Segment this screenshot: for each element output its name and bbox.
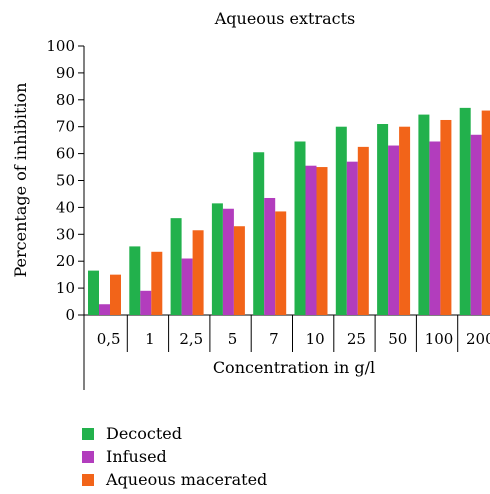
bar-aqueous-macerated	[316, 167, 328, 315]
y-tick-label: 100	[46, 37, 75, 55]
bar-aqueous-macerated	[481, 110, 490, 315]
x-tick-label: 25	[347, 330, 366, 348]
bar-infused	[99, 304, 110, 315]
legend-item-infused: Infused	[82, 445, 267, 468]
bar-decocted	[170, 218, 182, 315]
bar-decocted	[129, 246, 141, 315]
chart-title: Aqueous extracts	[214, 9, 356, 28]
bar-decocted	[88, 270, 99, 315]
x-tick-label: 200	[466, 330, 490, 348]
legend-swatch-decocted	[82, 427, 94, 440]
y-tick-label: 10	[56, 279, 75, 297]
bar-decocted	[418, 114, 430, 315]
bar-infused	[305, 165, 317, 315]
y-tick-label: 50	[56, 172, 75, 190]
bar-infused	[470, 134, 482, 315]
x-axis: 0,5 1 2,5 5 7 10 25 50 100 200	[83, 314, 490, 390]
x-tick-label: 0,5	[97, 330, 121, 348]
x-axis-label: Concentration in g/l	[213, 358, 375, 377]
x-tick-label: 10	[306, 330, 325, 348]
bar-aqueous-macerated	[233, 226, 245, 315]
legend-label-aqueous-macerated: Aqueous macerated	[106, 470, 268, 489]
bar-infused	[388, 145, 400, 315]
bar-aqueous-macerated	[357, 146, 369, 315]
y-tick-label: 70	[56, 118, 75, 136]
legend-swatch-aqueous-macerated	[82, 473, 94, 486]
x-tick-label: 50	[388, 330, 407, 348]
bar-decocted	[253, 152, 265, 315]
legend-label-infused: Infused	[106, 447, 167, 466]
bar-decocted	[459, 107, 471, 316]
legend: Decocted Infused Aqueous macerated	[82, 422, 267, 491]
y-axis-label: Percentage of inhibition	[11, 83, 30, 278]
bar-infused	[346, 161, 358, 315]
y-tick-label: 80	[56, 91, 75, 109]
y-tick-label: 40	[56, 198, 75, 216]
x-tick-label: 5	[228, 330, 238, 348]
bar-aqueous-macerated	[440, 119, 452, 315]
legend-swatch-infused	[82, 450, 94, 463]
bar-aqueous-macerated	[399, 126, 411, 315]
bars	[88, 107, 490, 316]
y-tick-label: 0	[65, 306, 75, 324]
x-tick-label: 100	[425, 330, 454, 348]
y-tick-label: 60	[56, 145, 75, 163]
bar-decocted	[377, 124, 389, 315]
y-tick-label: 20	[56, 252, 75, 270]
bar-infused	[140, 290, 152, 315]
bar-chart: Aqueous extracts Percentage of inhibitio…	[11, 9, 490, 390]
bar-decocted	[335, 126, 347, 315]
bar-infused	[264, 197, 276, 315]
bar-aqueous-macerated	[192, 230, 204, 315]
x-tick-label: 2,5	[179, 330, 203, 348]
bar-decocted	[294, 141, 306, 315]
y-tick-label: 90	[56, 64, 75, 82]
x-tick-label: 7	[269, 330, 279, 348]
bar-aqueous-macerated	[275, 211, 287, 315]
bar-aqueous-macerated	[110, 274, 121, 315]
legend-item-aqueous-macerated: Aqueous macerated	[82, 468, 267, 491]
bar-infused	[222, 208, 234, 315]
legend-item-decocted: Decocted	[82, 422, 267, 445]
bar-infused	[181, 258, 193, 315]
y-tick-label: 30	[56, 225, 75, 243]
bar-infused	[429, 141, 441, 315]
bar-decocted	[211, 203, 223, 315]
y-axis: 0 10 20 30 40 50 60 70 80 90 100	[46, 37, 85, 324]
x-tick-label: 1	[145, 330, 155, 348]
legend-label-decocted: Decocted	[106, 424, 182, 443]
bar-aqueous-macerated	[151, 251, 163, 315]
